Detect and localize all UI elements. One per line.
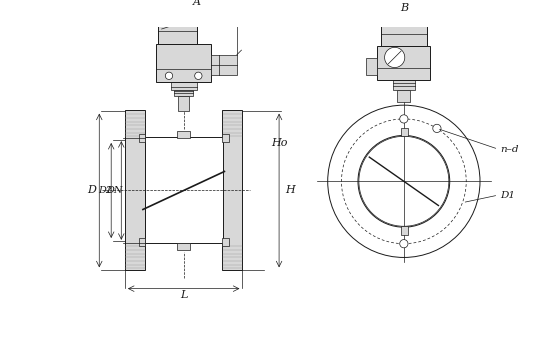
- Bar: [139, 134, 145, 142]
- Circle shape: [385, 47, 405, 67]
- Bar: [398, 90, 410, 102]
- Text: D1: D1: [500, 191, 515, 200]
- Bar: [381, 22, 427, 46]
- Circle shape: [433, 124, 441, 133]
- Text: n–d: n–d: [500, 145, 519, 154]
- Text: A: A: [193, 0, 200, 7]
- Circle shape: [165, 72, 172, 80]
- Bar: [125, 110, 145, 270]
- Text: D2: D2: [97, 186, 112, 195]
- Text: Ho: Ho: [271, 138, 287, 148]
- Bar: [222, 134, 228, 142]
- Bar: [222, 238, 228, 246]
- Circle shape: [400, 239, 408, 248]
- Text: B: B: [400, 3, 408, 13]
- Text: D: D: [87, 185, 96, 195]
- Bar: [211, 55, 237, 75]
- Bar: [377, 46, 431, 80]
- Bar: [222, 110, 242, 270]
- Bar: [139, 238, 145, 246]
- Bar: [366, 58, 377, 75]
- Bar: [158, 16, 197, 44]
- Bar: [145, 137, 223, 243]
- Bar: [401, 128, 408, 136]
- Text: L: L: [180, 290, 188, 300]
- Text: DN: DN: [106, 186, 122, 195]
- Bar: [175, 90, 193, 96]
- Text: H: H: [286, 185, 295, 195]
- Circle shape: [358, 135, 450, 227]
- Bar: [393, 80, 415, 90]
- Circle shape: [328, 105, 480, 257]
- Circle shape: [195, 72, 202, 80]
- Bar: [178, 131, 190, 138]
- Bar: [156, 44, 211, 82]
- Bar: [401, 226, 408, 235]
- Bar: [178, 96, 189, 111]
- Bar: [178, 243, 190, 250]
- Bar: [171, 82, 197, 90]
- Circle shape: [400, 115, 408, 123]
